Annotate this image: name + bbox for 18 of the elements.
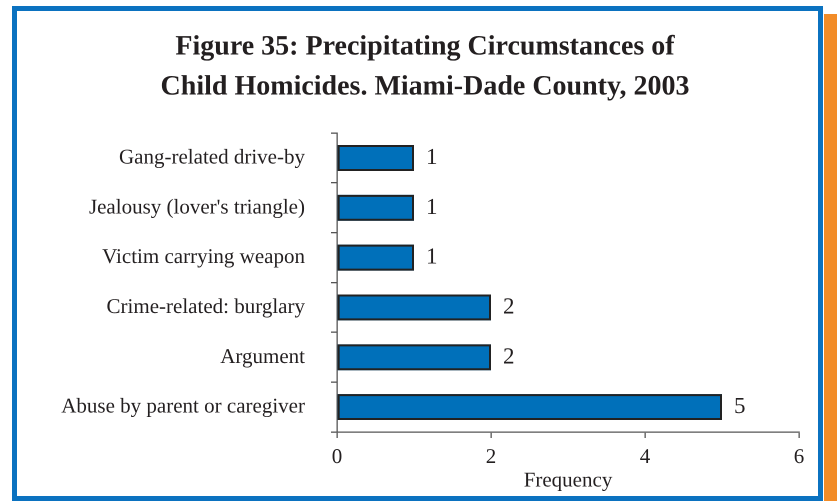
x-tick-label: 2 [486, 444, 496, 468]
data-label: 2 [503, 293, 514, 318]
y-tick-label: Argument [220, 344, 306, 368]
data-label: 1 [426, 244, 438, 269]
data-label: 2 [503, 343, 514, 368]
chart-title: Figure 35: Precipitating Circumstances of Child Homicides. Miami-Dade County, 2003 [160, 30, 690, 102]
data-label: 5 [734, 393, 746, 418]
data-label: 1 [426, 194, 438, 219]
y-tick-label: Abuse by parent or caregiver [61, 394, 305, 418]
y-tick-label: Crime-related: burglary [106, 294, 306, 318]
y-tick-label: Gang-related drive-by [119, 144, 306, 169]
x-tick-label: 6 [794, 444, 804, 468]
data-label: 1 [426, 144, 438, 170]
x-tick-label: 0 [332, 444, 342, 468]
x-tick-label: 4 [640, 444, 651, 468]
y-tick-label: Jealousy (lover's triangle) [88, 194, 305, 218]
x-axis-title: Frequency [524, 467, 613, 492]
y-tick-label: Victim carrying weapon [102, 244, 306, 268]
